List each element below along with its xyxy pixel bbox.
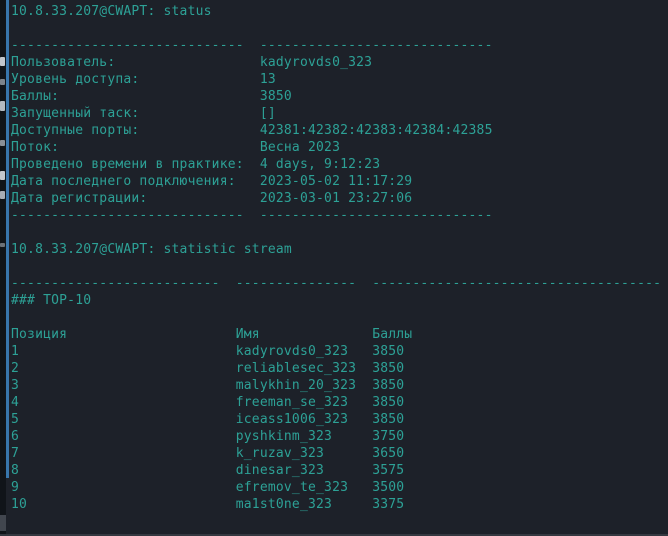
status-row: Доступные порты: 42381:42382:42383:42384… bbox=[11, 123, 493, 138]
stream-command-line: 10.8.33.207@CWAPT: statistic stream bbox=[11, 242, 292, 257]
blank-line bbox=[11, 20, 668, 37]
panel-icon-fragment bbox=[0, 57, 5, 66]
top10-row: 3 malykhin_20_323 3850 bbox=[11, 378, 405, 393]
status-row: Проведено времени в практике: 4 days, 9:… bbox=[11, 157, 381, 172]
panel-icon-fragment bbox=[0, 101, 5, 111]
panel-icon-fragment bbox=[0, 140, 5, 146]
panel-icon-fragment bbox=[0, 191, 5, 199]
top10-row: 2 reliablesec_323 3850 bbox=[11, 361, 405, 376]
left-panel-edge bbox=[0, 0, 6, 536]
top10-header: Позиция Имя Баллы bbox=[11, 327, 413, 342]
panel-icon-fragment bbox=[0, 79, 5, 85]
top10-row: 5 iceass1006_323 3850 bbox=[11, 412, 405, 427]
window-bottom-border bbox=[0, 534, 668, 536]
status-row: Баллы: 3850 bbox=[11, 89, 292, 104]
panel-divider-sash[interactable] bbox=[6, 0, 9, 478]
separator-line: ----------------------------- ----------… bbox=[11, 38, 493, 53]
blank-line bbox=[11, 224, 668, 241]
status-row: Уровень доступа: 13 bbox=[11, 72, 276, 87]
status-row: Дата последнего подключения: 2023-05-02 … bbox=[11, 174, 413, 189]
top10-row: 4 freeman_se_323 3850 bbox=[11, 395, 405, 410]
top10-row: 8 dinesar_323 3575 bbox=[11, 463, 405, 478]
left-scrollbar-thumb[interactable] bbox=[0, 515, 6, 531]
status-row: Запущенный таск: [] bbox=[11, 106, 276, 121]
status-command-line: 10.8.33.207@CWAPT: status bbox=[11, 4, 212, 19]
panel-icon-fragment bbox=[0, 243, 5, 247]
blank-line bbox=[11, 258, 668, 275]
panel-icon-fragment bbox=[0, 171, 5, 180]
top10-row: 6 pyshkinm_323 3750 bbox=[11, 429, 405, 444]
top10-row: 9 efremov_te_323 3500 bbox=[11, 480, 405, 495]
status-row: Дата регистрации: 2023-03-01 23:27:06 bbox=[11, 191, 413, 206]
separator-line: -------------------------- -------------… bbox=[11, 276, 662, 291]
status-row: Поток: Весна 2023 bbox=[11, 140, 341, 155]
separator-line: ----------------------------- ----------… bbox=[11, 208, 493, 223]
status-row: Пользователь: kadyrovds0_323 bbox=[11, 55, 373, 70]
blank-line bbox=[11, 309, 668, 326]
top10-row: 10 ma1st0ne_323 3375 bbox=[11, 497, 405, 512]
top10-title: ### TOP-10 bbox=[11, 293, 92, 308]
top10-row: 1 kadyrovds0_323 3850 bbox=[11, 344, 405, 359]
top10-row: 7 k_ruzav_323 3650 bbox=[11, 446, 405, 461]
